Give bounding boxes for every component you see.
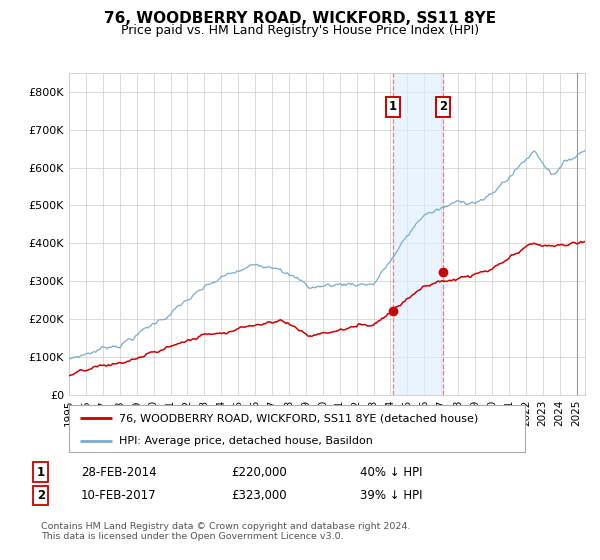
Text: 40% ↓ HPI: 40% ↓ HPI bbox=[360, 465, 422, 479]
Text: £220,000: £220,000 bbox=[231, 465, 287, 479]
Text: £323,000: £323,000 bbox=[231, 489, 287, 502]
Text: 10-FEB-2017: 10-FEB-2017 bbox=[81, 489, 157, 502]
Text: 76, WOODBERRY ROAD, WICKFORD, SS11 8YE: 76, WOODBERRY ROAD, WICKFORD, SS11 8YE bbox=[104, 11, 496, 26]
Text: Contains HM Land Registry data © Crown copyright and database right 2024.
This d: Contains HM Land Registry data © Crown c… bbox=[41, 522, 410, 542]
Text: 28-FEB-2014: 28-FEB-2014 bbox=[81, 465, 157, 479]
Text: 2: 2 bbox=[37, 489, 45, 502]
Text: 39% ↓ HPI: 39% ↓ HPI bbox=[360, 489, 422, 502]
Text: 2: 2 bbox=[439, 100, 447, 113]
Bar bbox=[393, 73, 443, 395]
Text: 76, WOODBERRY ROAD, WICKFORD, SS11 8YE (detached house): 76, WOODBERRY ROAD, WICKFORD, SS11 8YE (… bbox=[119, 413, 478, 423]
Text: 1: 1 bbox=[389, 100, 397, 113]
Text: HPI: Average price, detached house, Basildon: HPI: Average price, detached house, Basi… bbox=[119, 436, 373, 446]
Text: 1: 1 bbox=[37, 465, 45, 479]
Bar bbox=[577, 73, 585, 395]
Text: Price paid vs. HM Land Registry's House Price Index (HPI): Price paid vs. HM Land Registry's House … bbox=[121, 24, 479, 36]
